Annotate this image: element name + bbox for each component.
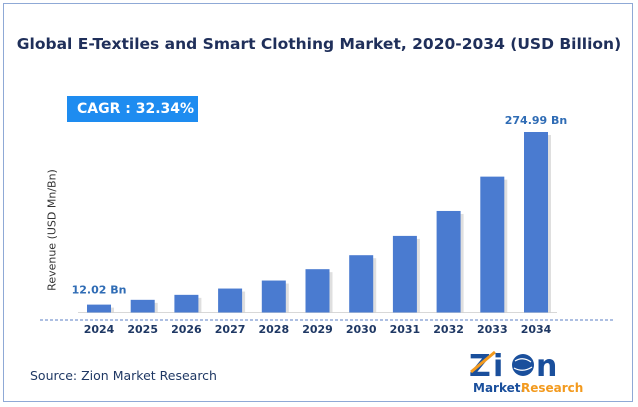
svg-text:i: i — [493, 349, 503, 384]
x-tick-label: 2024 — [84, 323, 115, 336]
x-tick-label: 2033 — [477, 323, 508, 336]
x-tick-label: 2029 — [302, 323, 333, 336]
bar-2025 — [130, 299, 155, 313]
x-tick-label: 2032 — [433, 323, 464, 336]
bar-2032 — [436, 210, 461, 313]
chart-frame — [3, 3, 633, 402]
data-label-first: 12.02 Bn — [72, 284, 127, 297]
zion-logo: Z i n Market. Research — [469, 349, 583, 395]
bar-2028 — [261, 280, 286, 313]
bar-2031 — [392, 235, 417, 313]
x-tick-label: 2030 — [346, 323, 377, 336]
svg-text:Research: Research — [521, 381, 583, 395]
x-tick-label: 2034 — [521, 323, 552, 336]
svg-text:n: n — [536, 349, 557, 384]
chart-title: Global E-Textiles and Smart Clothing Mar… — [16, 35, 622, 53]
x-tick-label: 2028 — [258, 323, 289, 336]
svg-text:Market.: Market. — [473, 381, 525, 395]
x-tick-label: 2027 — [215, 323, 246, 336]
bar-2030 — [349, 255, 374, 313]
x-tick-label: 2031 — [390, 323, 421, 336]
bar-2026 — [174, 294, 199, 313]
cagr-badge: CAGR : 32.34% — [67, 96, 198, 122]
bar-2029 — [305, 269, 330, 313]
bar-2027 — [218, 288, 243, 313]
source-text: Source: Zion Market Research — [30, 368, 217, 383]
x-tick-label: 2026 — [171, 323, 202, 336]
bar-2034 — [524, 132, 548, 313]
x-tick-label: 2025 — [127, 323, 158, 336]
bar-2024 — [87, 304, 111, 313]
data-label-last: 274.99 Bn — [505, 114, 568, 127]
bar-2033 — [480, 176, 505, 313]
